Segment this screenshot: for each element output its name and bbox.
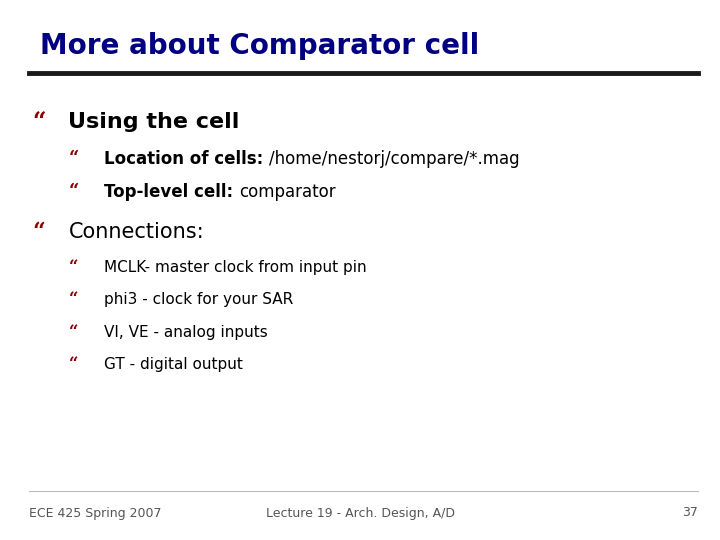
Text: VI, VE - analog inputs: VI, VE - analog inputs	[104, 325, 268, 340]
Text: phi3 - clock for your SAR: phi3 - clock for your SAR	[104, 292, 294, 307]
Text: GT - digital output: GT - digital output	[104, 357, 243, 372]
Text: “: “	[68, 323, 78, 341]
Text: Top-level cell:: Top-level cell:	[104, 183, 239, 201]
Text: Using the cell: Using the cell	[68, 111, 240, 132]
Text: “: “	[32, 110, 46, 133]
Text: More about Comparator cell: More about Comparator cell	[40, 32, 479, 60]
Text: Location of cells:: Location of cells:	[104, 150, 269, 168]
Text: “: “	[32, 221, 45, 243]
Text: comparator: comparator	[239, 183, 336, 201]
Text: Connections:: Connections:	[68, 222, 204, 242]
Text: Lecture 19 - Arch. Design, A/D: Lecture 19 - Arch. Design, A/D	[266, 507, 454, 519]
Text: 37: 37	[683, 507, 698, 519]
Text: “: “	[68, 183, 78, 201]
Text: “: “	[68, 259, 78, 276]
Text: “: “	[68, 150, 78, 168]
Text: “: “	[68, 356, 78, 373]
Text: “: “	[68, 291, 78, 308]
Text: MCLK- master clock from input pin: MCLK- master clock from input pin	[104, 260, 367, 275]
Text: ECE 425 Spring 2007: ECE 425 Spring 2007	[29, 507, 161, 519]
Text: /home/nestorj/compare/*.mag: /home/nestorj/compare/*.mag	[269, 150, 520, 168]
